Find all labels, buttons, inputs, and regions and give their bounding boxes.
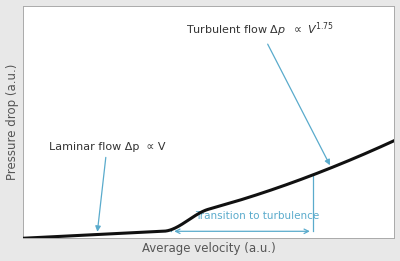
- Text: Turbulent flow $\Delta p$  $\propto$ $V^{1.75}$: Turbulent flow $\Delta p$ $\propto$ $V^{…: [186, 20, 334, 164]
- Y-axis label: Pressure drop (a.u.): Pressure drop (a.u.): [6, 64, 18, 180]
- Text: Laminar flow Δp  ∝ V: Laminar flow Δp ∝ V: [49, 142, 165, 230]
- X-axis label: Average velocity (a.u.): Average velocity (a.u.): [142, 242, 276, 256]
- Text: Transition to turbulence: Transition to turbulence: [195, 211, 319, 221]
